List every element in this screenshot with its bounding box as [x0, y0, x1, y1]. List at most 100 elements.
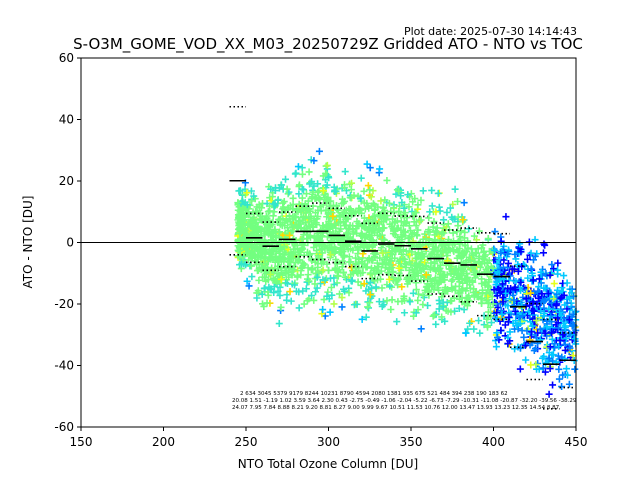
scatter-point [298, 170, 306, 178]
scatter-point [327, 240, 335, 248]
scatter-point [540, 352, 548, 360]
scatter-point [293, 206, 301, 214]
scatter-point [510, 296, 518, 304]
scatter-point [405, 203, 413, 211]
scatter-point [287, 248, 295, 256]
scatter-point [242, 243, 250, 251]
scatter-point [459, 216, 467, 224]
scatter-point [442, 306, 450, 314]
scatter-point [511, 250, 519, 258]
scatter-point [540, 312, 548, 320]
scatter-point [321, 276, 329, 284]
scatter-point [245, 210, 253, 218]
scatter-point [359, 264, 367, 272]
scatter-point [236, 208, 244, 216]
scatter-point [511, 307, 519, 315]
scatter-point [422, 271, 430, 279]
scatter-point [295, 304, 303, 312]
scatter-point [562, 334, 570, 342]
scatter-point [400, 218, 408, 226]
scatter-point [389, 268, 397, 276]
scatter-point [400, 204, 408, 212]
scatter-point [399, 222, 407, 230]
scatter-point [406, 227, 414, 235]
scatter-point [548, 299, 556, 307]
scatter-point [502, 289, 510, 297]
scatter-point [262, 259, 270, 267]
scatter-point [548, 261, 556, 269]
scatter-point [451, 185, 459, 193]
scatter-point [471, 291, 479, 299]
scatter-point [319, 258, 327, 266]
scatter-point [520, 333, 528, 341]
scatter-point [546, 365, 554, 373]
scatter-point [355, 246, 363, 254]
scatter-point [239, 256, 247, 264]
scatter-point [548, 335, 556, 343]
scatter-point [303, 248, 311, 256]
scatter-point [491, 246, 499, 254]
scatter-point [357, 206, 365, 214]
scatter-point [278, 266, 286, 274]
scatter-point [234, 199, 242, 207]
scatter-point [266, 285, 274, 293]
scatter-point [302, 209, 310, 217]
scatter-point [512, 286, 520, 294]
scatter-point [331, 235, 339, 243]
scatter-point [360, 280, 368, 288]
scatter-point [409, 237, 417, 245]
scatter-point [289, 194, 297, 202]
scatter-point [478, 295, 486, 303]
scatter-point [419, 301, 427, 309]
scatter-point [561, 346, 569, 354]
scatter-point [499, 264, 507, 272]
scatter-point [371, 264, 379, 272]
scatter-point [486, 289, 494, 297]
scatter-point [406, 298, 414, 306]
scatter-point [276, 291, 284, 299]
scatter-point [561, 324, 569, 332]
scatter-point [550, 265, 558, 273]
scatter-point [318, 249, 326, 257]
scatter-point [248, 197, 256, 205]
scatter-point [238, 260, 246, 268]
scatter-point [313, 273, 321, 281]
scatter-point [559, 331, 567, 339]
scatter-point [391, 219, 399, 227]
scatter-point [329, 212, 337, 220]
scatter-point [345, 289, 353, 297]
scatter-point [387, 257, 395, 265]
scatter-point [375, 298, 383, 306]
scatter-point [262, 212, 270, 220]
scatter-point [338, 303, 346, 311]
scatter-point [275, 320, 283, 328]
scatter-point [272, 252, 280, 260]
scatter-point [522, 356, 530, 364]
scatter-point [451, 215, 459, 223]
scatter-point [376, 210, 384, 218]
scatter-point [411, 209, 419, 217]
scatter-point [465, 256, 473, 264]
scatter-point [470, 232, 478, 240]
scatter-point [312, 209, 320, 217]
scatter-point [308, 193, 316, 201]
scatter-point [378, 302, 386, 310]
scatter-point [305, 277, 313, 285]
scatter-point [366, 279, 374, 287]
scatter-point [241, 213, 249, 221]
scatter-point [470, 325, 478, 333]
scatter-point [543, 317, 551, 325]
scatter-point [527, 265, 535, 273]
scatter-point [530, 307, 538, 315]
scatter-point [377, 197, 385, 205]
scatter-point [266, 270, 274, 278]
scatter-point [280, 203, 288, 211]
scatter-point [401, 228, 409, 236]
scatter-point [434, 189, 442, 197]
scatter-point [479, 255, 487, 263]
scatter-point [506, 328, 514, 336]
scatter-point [377, 218, 385, 226]
scatter-point [426, 266, 434, 274]
scatter-point [532, 361, 540, 369]
scatter-point [312, 288, 320, 296]
